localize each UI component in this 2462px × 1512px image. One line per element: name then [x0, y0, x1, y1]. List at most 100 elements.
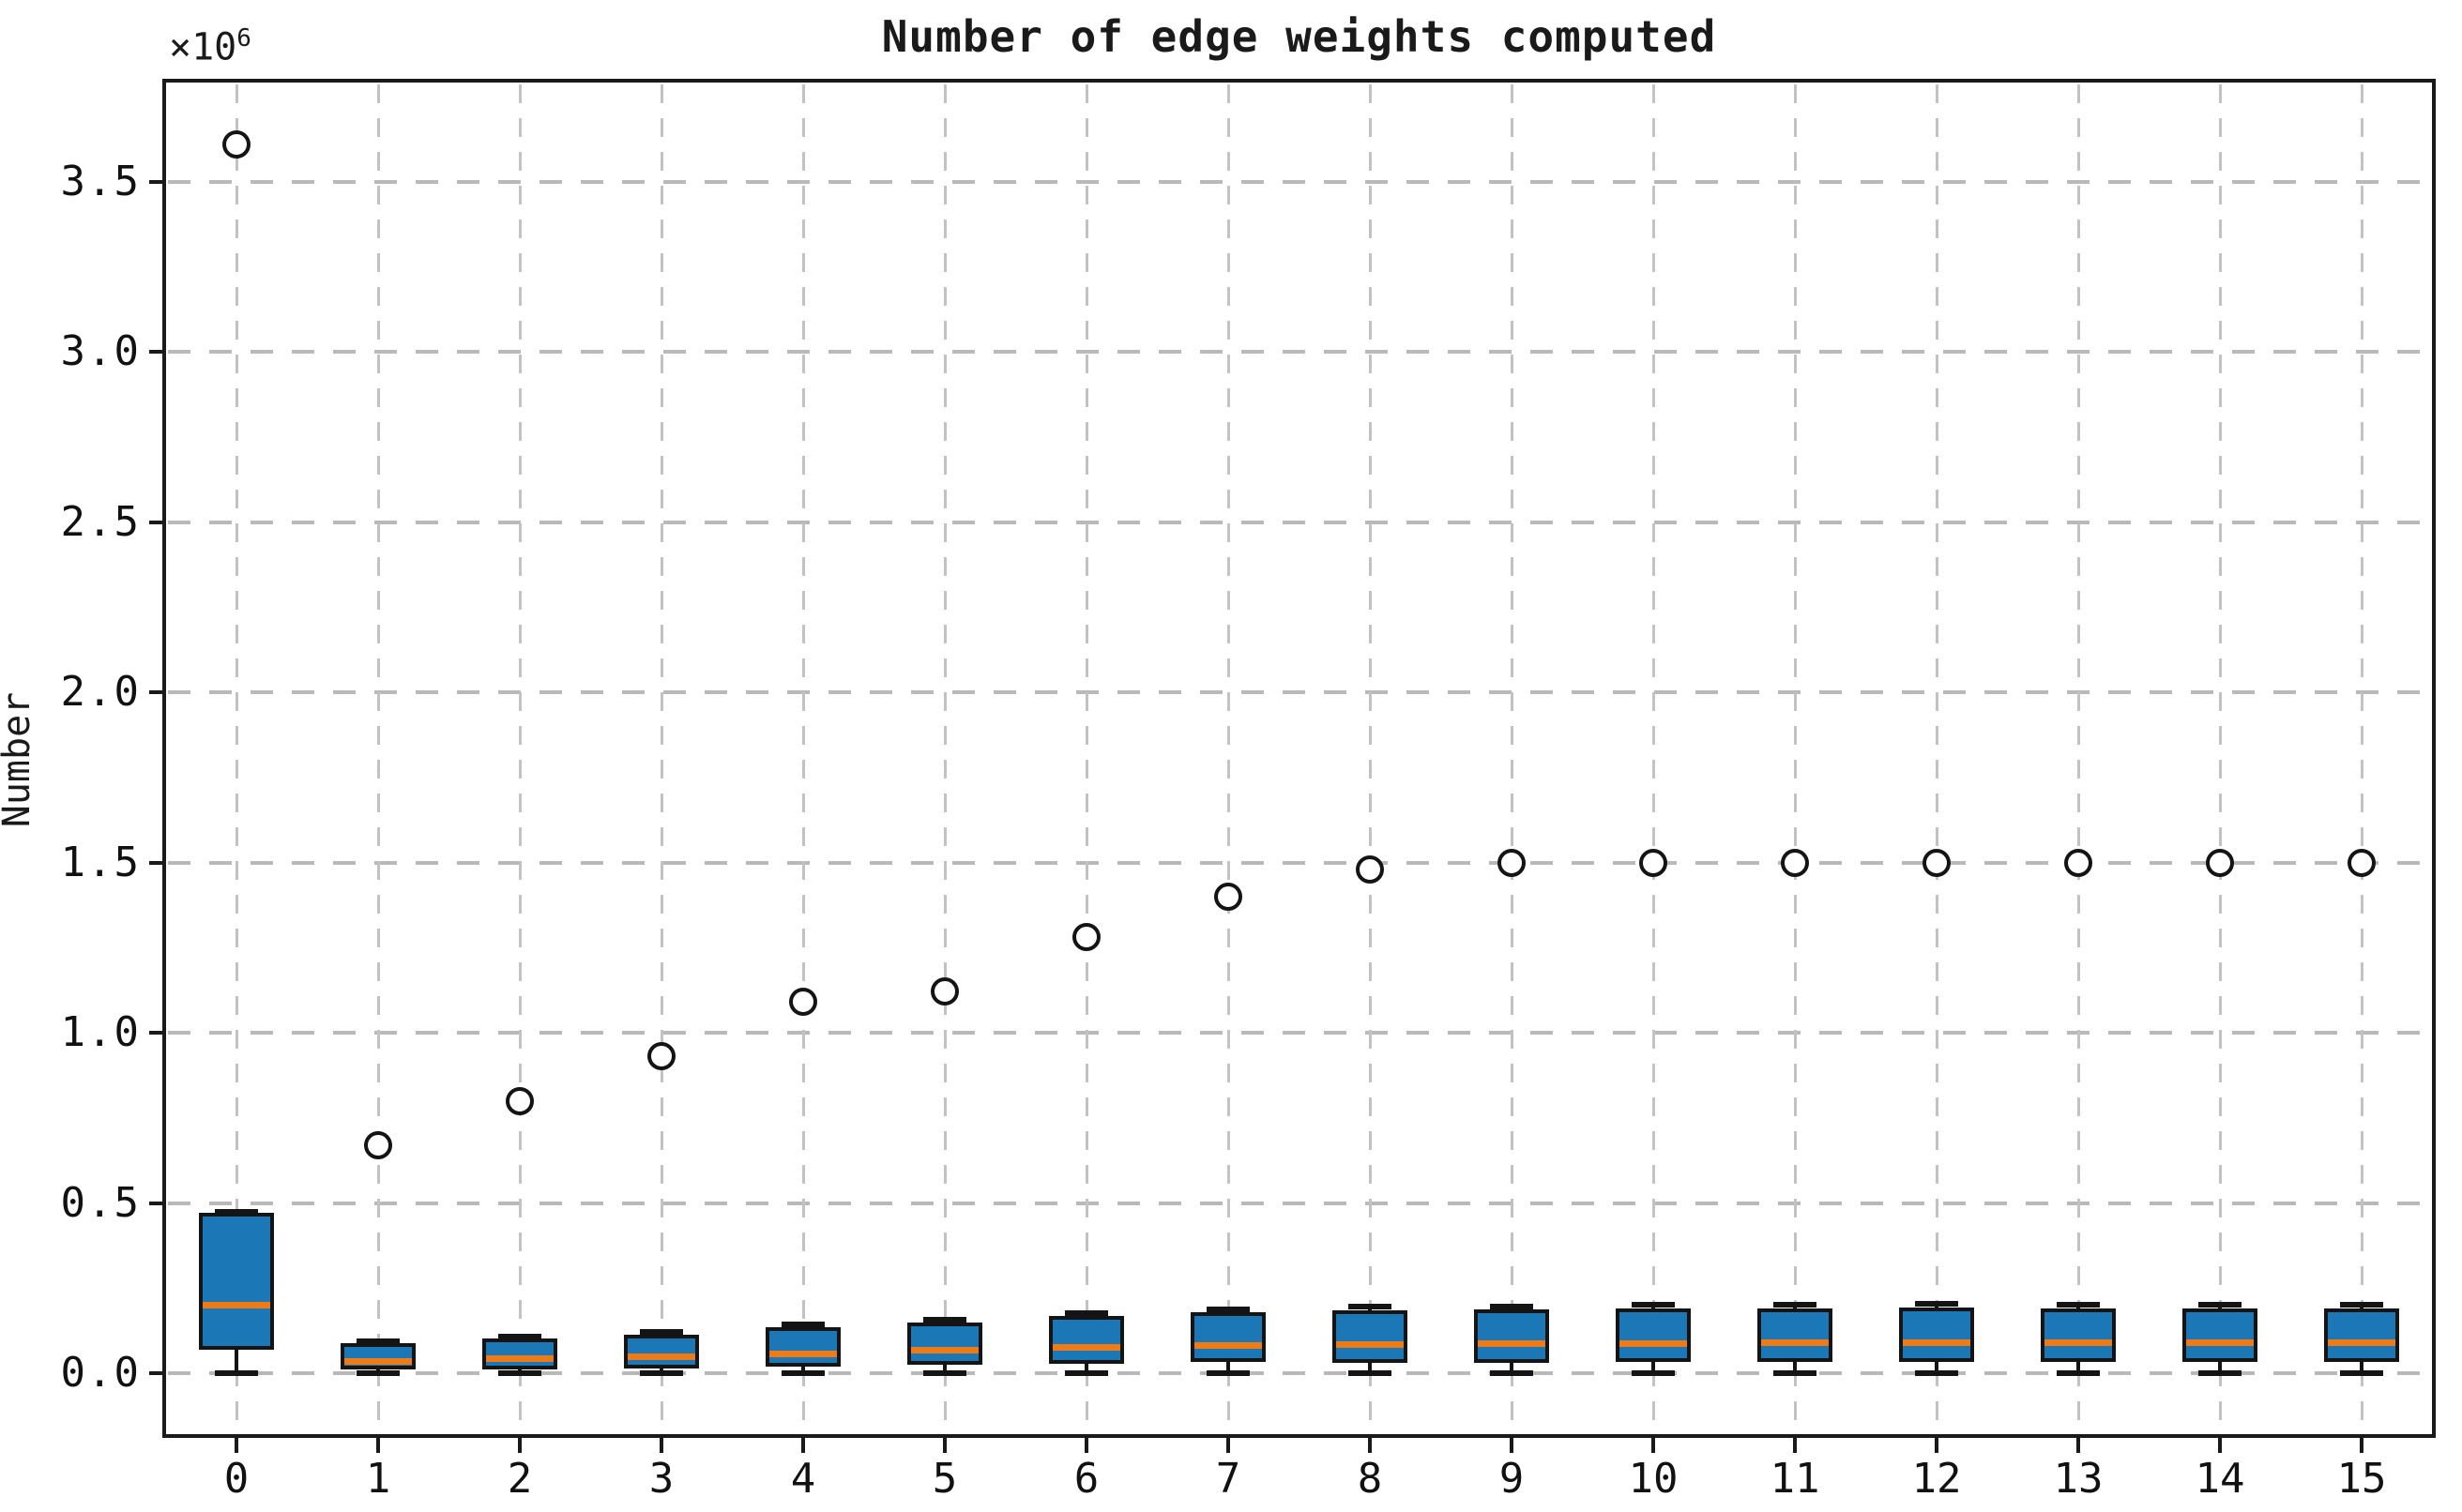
x-tick-label: 15: [2336, 1455, 2387, 1503]
y-tick-mark: [149, 1371, 163, 1375]
x-tick-label: 4: [790, 1455, 816, 1503]
y-tick-mark: [149, 1031, 163, 1035]
v-gridline: [236, 84, 238, 1430]
median-line: [486, 1355, 554, 1363]
median-line: [1478, 1340, 1545, 1348]
upper-whisker-cap: [2057, 1302, 2100, 1308]
box: [624, 1335, 699, 1368]
lower-whisker: [1510, 1363, 1513, 1373]
x-tick-label: 14: [2195, 1455, 2245, 1503]
upper-whisker-cap: [782, 1322, 825, 1328]
outlier-marker: [1356, 854, 1384, 884]
outlier-marker: [1639, 848, 1667, 877]
x-tick-mark: [1226, 1438, 1230, 1453]
v-gridline: [802, 84, 805, 1430]
v-gridline: [1511, 84, 1513, 1430]
lower-whisker: [1935, 1361, 1938, 1373]
y-tick-label: 3.0: [60, 327, 141, 375]
median-line: [2044, 1338, 2112, 1346]
upper-whisker-cap: [1632, 1302, 1675, 1308]
x-tick-mark: [2218, 1438, 2222, 1453]
lower-whisker: [943, 1364, 947, 1373]
lower-whisker: [1226, 1361, 1230, 1373]
lower-whisker: [2218, 1361, 2222, 1373]
lower-whisker-cap: [923, 1370, 966, 1376]
lower-whisker-cap: [1915, 1370, 1958, 1376]
upper-whisker-cap: [640, 1329, 683, 1336]
lower-whisker-cap: [1348, 1370, 1391, 1376]
x-tick-mark: [660, 1438, 663, 1453]
lower-whisker-cap: [2340, 1370, 2383, 1376]
v-gridline: [1086, 84, 1088, 1430]
median-line: [911, 1347, 979, 1354]
x-tick-label: 5: [932, 1455, 958, 1503]
lower-whisker-cap: [2057, 1370, 2100, 1376]
upper-whisker-cap: [1348, 1303, 1391, 1309]
y-tick-label: 3.5: [60, 157, 141, 205]
v-gridline: [1227, 84, 1230, 1430]
y-tick-label: 2.0: [60, 668, 141, 716]
box: [907, 1322, 982, 1365]
upper-whisker-cap: [357, 1338, 400, 1344]
x-tick-label: 13: [2053, 1455, 2104, 1503]
x-tick-label: 7: [1215, 1455, 1241, 1503]
box: [1899, 1307, 1974, 1362]
upper-whisker-cap: [2340, 1302, 2383, 1308]
x-tick-mark: [1935, 1438, 1938, 1453]
box: [2324, 1308, 2399, 1362]
v-gridline: [377, 84, 380, 1430]
x-tick-mark: [376, 1438, 380, 1453]
outlier-marker: [1497, 848, 1526, 877]
x-tick-mark: [2360, 1438, 2363, 1453]
h-gridline: [168, 860, 2430, 865]
lower-whisker: [2076, 1361, 2080, 1373]
box: [1616, 1308, 1691, 1363]
v-gridline: [2361, 84, 2363, 1430]
x-tick-mark: [1085, 1438, 1088, 1453]
axes-frame: [162, 79, 2436, 1438]
v-gridline: [1936, 84, 1938, 1430]
x-tick-label: 1: [365, 1455, 391, 1503]
h-gridline: [168, 179, 2430, 184]
upper-whisker-cap: [1773, 1302, 1816, 1308]
outlier-marker: [1214, 882, 1242, 911]
x-tick-mark: [943, 1438, 947, 1453]
median-line: [1761, 1339, 1829, 1347]
x-tick-label: 8: [1357, 1455, 1383, 1503]
box: [341, 1343, 416, 1369]
v-gridline: [944, 84, 947, 1430]
median-line: [628, 1353, 695, 1360]
x-tick-label: 12: [1911, 1455, 1962, 1503]
x-tick-label: 0: [223, 1455, 250, 1503]
y-tick-mark: [149, 520, 163, 524]
outlier-marker: [647, 1042, 676, 1071]
box: [1474, 1309, 1549, 1364]
box: [199, 1213, 274, 1350]
offset-exponent: 6: [236, 24, 251, 53]
upper-whisker-cap: [2198, 1302, 2242, 1308]
lower-whisker: [1651, 1362, 1655, 1373]
outlier-marker: [2348, 848, 2376, 877]
box: [1191, 1311, 1266, 1362]
x-tick-mark: [2076, 1438, 2080, 1453]
chart-title: Number of edge weights computed: [881, 11, 1717, 62]
x-tick-mark: [1368, 1438, 1372, 1453]
v-gridline: [2077, 84, 2080, 1430]
outlier-marker: [222, 129, 251, 159]
h-gridline: [168, 1031, 2430, 1035]
outlier-marker: [2206, 848, 2234, 877]
y-tick-label: 0.5: [60, 1178, 141, 1227]
box: [482, 1338, 557, 1369]
lower-whisker-cap: [1773, 1370, 1816, 1376]
median-line: [203, 1302, 270, 1309]
median-line: [1336, 1341, 1404, 1349]
v-gridline: [1794, 84, 1797, 1430]
h-gridline: [168, 520, 2430, 524]
y-tick-label: 1.5: [60, 838, 141, 886]
upper-whisker-cap: [498, 1333, 541, 1339]
outlier-marker: [789, 988, 817, 1017]
h-gridline: [168, 1201, 2430, 1205]
v-gridline: [1652, 84, 1655, 1430]
h-gridline: [168, 690, 2430, 694]
